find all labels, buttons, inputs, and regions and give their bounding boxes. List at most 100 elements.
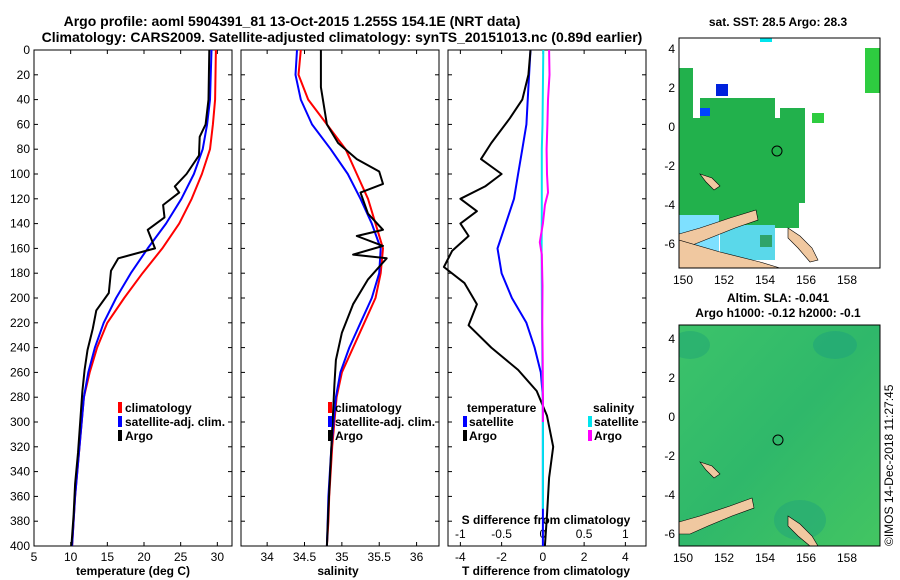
salinity-lines bbox=[294, 49, 388, 547]
argo-location-marker bbox=[771, 145, 783, 157]
sst-ocean-patch bbox=[700, 98, 775, 123]
salinity-xaxis: 34 34.5 35 35.5 36 bbox=[260, 50, 424, 564]
x-tick-label: 35.5 bbox=[368, 550, 392, 564]
depth-tick-label: 60 bbox=[17, 117, 31, 131]
salinity-diff-tick-label: -1 bbox=[455, 527, 466, 541]
legend-temperature-heading: temperature bbox=[467, 401, 537, 415]
sst-pixel bbox=[760, 235, 772, 247]
sst-map-frame bbox=[678, 37, 881, 269]
sla-map-frame bbox=[678, 324, 881, 547]
series-line-argo bbox=[319, 50, 388, 547]
tick-label: 152 bbox=[714, 551, 734, 565]
tick-label: 154 bbox=[755, 273, 775, 287]
tick-label: 150 bbox=[673, 551, 693, 565]
x-tick-label: 0 bbox=[540, 550, 547, 564]
depth-tick-label: 300 bbox=[10, 415, 30, 429]
sst-ocean-patch bbox=[865, 48, 880, 93]
depth-tick-label: 340 bbox=[10, 465, 30, 479]
tick-label: 150 bbox=[673, 273, 693, 287]
tick-label: -4 bbox=[664, 488, 675, 502]
series-line-temperature-argo bbox=[442, 49, 555, 547]
sst-ocean-patch bbox=[679, 118, 799, 228]
depth-tick-label: 80 bbox=[17, 142, 31, 156]
sla-anomaly bbox=[679, 331, 710, 359]
x-tick-label: -4 bbox=[455, 550, 466, 564]
tick-label: 4 bbox=[668, 332, 675, 346]
legend-sal-satellite: satellite bbox=[594, 415, 639, 429]
depth-tick-label: 40 bbox=[17, 93, 31, 107]
x-tick-label: 4 bbox=[622, 550, 629, 564]
x-tick-label: 5 bbox=[31, 550, 38, 564]
sst-map: sat. SST: 28.5 Argo: 28.3 150 152 154 bbox=[664, 15, 881, 287]
sst-cold-pixel bbox=[700, 108, 710, 116]
series-line-satellite-adj-clim- bbox=[294, 49, 382, 547]
tick-label: 158 bbox=[837, 273, 857, 287]
legend-satellite-adj: satellite-adj. clim. bbox=[335, 415, 435, 429]
sla-map-yaxis: 4 2 0 -2 -4 -6 bbox=[664, 332, 675, 541]
temperature-axes-frame bbox=[33, 49, 233, 547]
legend-swatch-climatology bbox=[118, 402, 122, 413]
salinity-legend: climatology satellite-adj. clim. Argo bbox=[328, 401, 435, 443]
x-tick-label: 2 bbox=[581, 550, 588, 564]
tick-label: -2 bbox=[664, 159, 675, 173]
depth-axis: 0 20 40 60 80 100 120 140 160 180 200 220 240 260 280 3… bbox=[10, 43, 30, 553]
difference-lines bbox=[442, 49, 555, 547]
depth-tick-label: 240 bbox=[10, 341, 30, 355]
tick-label: 2 bbox=[668, 81, 675, 95]
new-ireland-land bbox=[699, 173, 721, 191]
legend-swatch-sal-satellite bbox=[588, 416, 592, 427]
legend-swatch-temp-argo bbox=[463, 430, 467, 441]
new-britain-land bbox=[679, 497, 755, 535]
tick-label: 0 bbox=[668, 120, 675, 134]
series-line-satellite-adj-clim- bbox=[71, 49, 213, 547]
sla-map: Altim. SLA: -0.041 Argo h1000: -0.12 h20… bbox=[664, 291, 881, 565]
depth-tick-label: 180 bbox=[10, 266, 30, 280]
depth-tick-label: 380 bbox=[10, 514, 30, 528]
tick-label: 4 bbox=[668, 42, 675, 56]
x-tick-label: 30 bbox=[211, 550, 225, 564]
bougainville-land bbox=[787, 515, 819, 546]
depth-tick-label: 140 bbox=[10, 217, 30, 231]
salinity-diff-tick-label: 0.5 bbox=[576, 527, 593, 541]
depth-tick-label: 200 bbox=[10, 291, 30, 305]
depth-tick-label: 260 bbox=[10, 365, 30, 379]
salinity-axes-frame bbox=[240, 49, 440, 547]
legend-swatch-satellite bbox=[328, 416, 332, 427]
tick-label: 152 bbox=[714, 273, 734, 287]
x-tick-label: 34.5 bbox=[293, 550, 317, 564]
sst-map-title: sat. SST: 28.5 Argo: 28.3 bbox=[709, 15, 848, 29]
temperature-legend: climatology satellite-adj. clim. Argo bbox=[118, 401, 225, 443]
depth-tick-label: 20 bbox=[17, 68, 31, 82]
sst-ocean-patch bbox=[780, 108, 805, 203]
depth-tick-label: 280 bbox=[10, 390, 30, 404]
legend-swatch-argo bbox=[118, 430, 122, 441]
depth-tick-label: 100 bbox=[10, 167, 30, 181]
legend-argo: Argo bbox=[335, 429, 363, 443]
x-tick-label: 10 bbox=[64, 550, 78, 564]
legend-swatch-sal-argo bbox=[588, 430, 592, 441]
temperature-panel: temperature (deg C) 0 20 40 60 80 100 120 140 16… bbox=[10, 43, 233, 578]
tick-label: 156 bbox=[796, 551, 816, 565]
new-ireland-land bbox=[699, 461, 721, 479]
salinity-panel: salinity 34 34.5 35 35.5 36 climatology sate… bbox=[240, 49, 440, 578]
legend-swatch-temp-satellite bbox=[463, 416, 467, 427]
x-tick-label: -2 bbox=[496, 550, 507, 564]
figure-title-line2: Climatology: CARS2009. Satellite-adjuste… bbox=[42, 29, 643, 45]
tick-label: -6 bbox=[664, 527, 675, 541]
x-tick-label: 35 bbox=[335, 550, 349, 564]
sst-map-yaxis: 4 2 0 -2 -4 -6 bbox=[664, 42, 675, 251]
sst-ocean-patch bbox=[812, 113, 824, 123]
x-tick-label: 20 bbox=[137, 550, 151, 564]
argo-location-marker bbox=[772, 434, 784, 446]
tick-label: 0 bbox=[668, 410, 675, 424]
temperature-xlabel: temperature (deg C) bbox=[76, 564, 190, 578]
depth-tick-label: 320 bbox=[10, 440, 30, 454]
x-tick-label: 36 bbox=[410, 550, 424, 564]
legend-climatology: climatology bbox=[335, 401, 402, 415]
legend-temp-satellite: satellite bbox=[469, 415, 514, 429]
difference-xlabel: T difference from climatology bbox=[462, 564, 630, 578]
legend-climatology: climatology bbox=[125, 401, 192, 415]
figure-title-line1: Argo profile: aoml 5904391_81 13-Oct-201… bbox=[64, 13, 521, 29]
depth-tick-label: 160 bbox=[10, 241, 30, 255]
